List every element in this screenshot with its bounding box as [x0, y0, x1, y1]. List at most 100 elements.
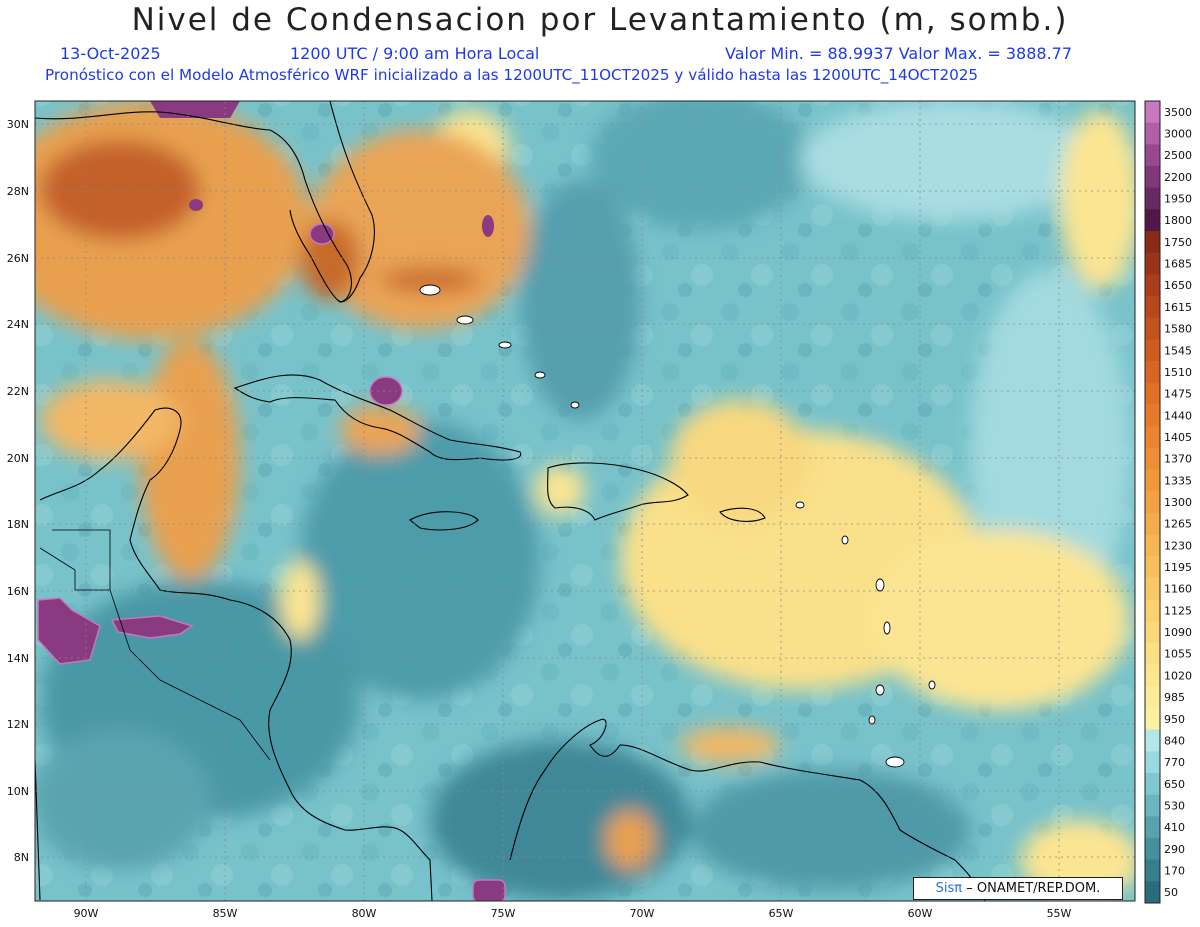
purple-pocket-cuba [369, 376, 403, 406]
purple-pocket-honduras [110, 615, 194, 639]
colorbar-swatch [1145, 404, 1160, 427]
colorbar-label: 3000 [1164, 128, 1192, 141]
colorbar-swatch [1145, 577, 1160, 601]
colorbar-label: 1370 [1164, 453, 1192, 466]
colorbar-label: 1265 [1164, 518, 1192, 531]
lat-label: 30N [7, 118, 29, 131]
colorbar-swatch [1145, 296, 1160, 319]
lon-label: 90W [74, 907, 99, 920]
colorbar-label: 770 [1164, 756, 1185, 769]
colorbar-label: 1125 [1164, 604, 1192, 617]
colorbar-swatch [1145, 664, 1160, 687]
lat-axis: 30N 28N 26N 24N 22N 20N 18N 16N 14N 12N … [7, 118, 29, 864]
lon-label: 60W [908, 907, 933, 920]
colorbar-swatch [1145, 707, 1160, 731]
credit-text: – ONAMET/REP.DOM. [966, 881, 1101, 896]
colorbar-label: 2200 [1164, 171, 1192, 184]
credit-box: Sisπ – ONAMET/REP.DOM. [913, 877, 1123, 900]
colorbar-label: 950 [1164, 713, 1185, 726]
lat-label: 14N [7, 652, 29, 665]
colorbar-label: 1580 [1164, 323, 1192, 336]
colorbar-swatch [1145, 859, 1160, 882]
colorbar-swatch [1145, 382, 1160, 405]
coastlines [35, 101, 986, 901]
colorbar-label: 650 [1164, 778, 1185, 791]
colorbar-label: 1020 [1164, 669, 1192, 682]
colorbar-swatch [1145, 556, 1160, 579]
colorbar-swatch [1145, 837, 1160, 861]
colorbar-swatch [1145, 426, 1160, 449]
colorbar-label: 1230 [1164, 539, 1192, 552]
lat-label: 12N [7, 718, 29, 731]
colorbar-swatch [1145, 187, 1160, 210]
colorbar-label: 1300 [1164, 496, 1192, 509]
colorbar-label: 1685 [1164, 258, 1192, 271]
map-panel [35, 101, 1135, 901]
map-frame [34, 100, 1136, 902]
colorbar-label: 985 [1164, 691, 1185, 704]
colorbar-swatch [1145, 361, 1160, 384]
colorbar-swatch [1145, 101, 1160, 124]
colorbar-label: 290 [1164, 843, 1185, 856]
purple-dot-bahamas [482, 215, 494, 237]
forecast-time: 1200 UTC / 9:00 am Hora Local [290, 44, 540, 63]
lon-label: 75W [491, 907, 516, 920]
colorbar-label: 2500 [1164, 149, 1192, 162]
colorbar-swatch [1145, 231, 1160, 254]
colorbar-swatch [1145, 751, 1160, 774]
colorbar-label: 1055 [1164, 648, 1192, 661]
colorbar: 3500 3000 2500 2200 1950 1800 1750 1685 1650 1615… [1144, 100, 1192, 904]
colorbar-swatch [1145, 881, 1160, 904]
colorbar-label: 1440 [1164, 409, 1192, 422]
purple-pocket-guatemala [37, 597, 101, 665]
lat-label: 26N [7, 252, 29, 265]
colorbar-swatch [1145, 729, 1160, 752]
colorbar-label: 530 [1164, 799, 1185, 812]
islands [419, 284, 936, 768]
lon-label: 70W [630, 907, 655, 920]
lat-label: 20N [7, 452, 29, 465]
lat-label: 18N [7, 518, 29, 531]
colorbar-swatch [1145, 642, 1160, 666]
colorbar-swatch [1145, 122, 1160, 145]
purple-dot-gulf [189, 199, 203, 211]
colorbar-label: 1405 [1164, 431, 1192, 444]
graticule [35, 101, 1135, 901]
map-title: Nivel de Condensacion por Levantamiento … [131, 2, 1069, 38]
colorbar-label: 3500 [1164, 106, 1192, 119]
colorbar-swatch [1145, 166, 1160, 189]
colorbar-label: 840 [1164, 734, 1185, 747]
colorbar-swatch [1145, 491, 1160, 514]
lat-label: 22N [7, 385, 29, 398]
purple-pocket-south [472, 879, 506, 901]
colorbar-label: 1950 [1164, 193, 1192, 206]
lon-label: 55W [1047, 907, 1072, 920]
colorbar-label: 1475 [1164, 388, 1192, 401]
lat-label: 8N [14, 851, 29, 864]
colorbar-swatch [1145, 144, 1160, 167]
colorbar-label: 1545 [1164, 344, 1192, 357]
colorbar-label: 1335 [1164, 474, 1192, 487]
political-borders [39, 529, 271, 761]
lon-label: 80W [352, 907, 377, 920]
colorbar-swatch [1145, 816, 1160, 839]
colorbar-swatch [1145, 621, 1160, 644]
model-info: Pronóstico con el Modelo Atmosférico WRF… [45, 66, 979, 84]
lon-axis: 90W 85W 80W 75W 70W 65W 60W 55W [74, 907, 1072, 920]
colorbar-label: 1650 [1164, 279, 1192, 292]
colorbar-swatch [1145, 317, 1160, 340]
colorbar-label: 1160 [1164, 583, 1192, 596]
colorbar-label: 1510 [1164, 366, 1192, 379]
colorbar-swatch [1145, 686, 1160, 709]
colorbar-label: 50 [1164, 886, 1178, 899]
colorbar-label: 1615 [1164, 301, 1192, 314]
colorbar-swatch [1145, 772, 1160, 796]
colorbar-frame [1144, 100, 1161, 904]
lat-label: 10N [7, 785, 29, 798]
colorbar-label: 170 [1164, 864, 1185, 877]
purple-pocket-florida [309, 223, 335, 245]
forecast-date: 13-Oct-2025 [60, 44, 161, 63]
lon-label: 85W [213, 907, 238, 920]
purple-pocket-north [150, 101, 240, 118]
